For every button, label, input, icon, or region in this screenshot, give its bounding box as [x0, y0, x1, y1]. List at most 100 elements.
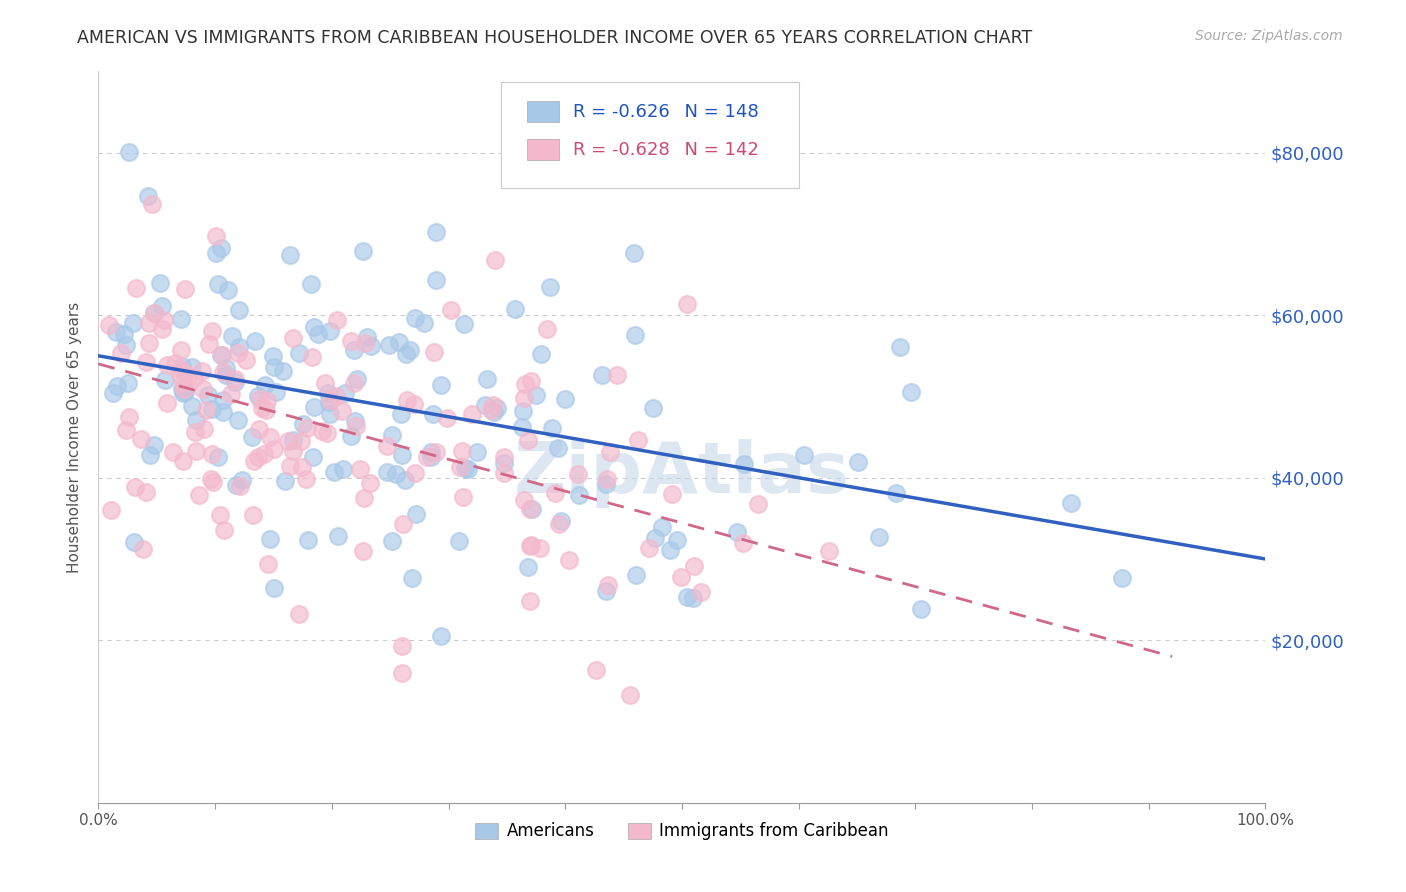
Point — [360, 339, 382, 353]
Point — [183, 371, 205, 385]
Point — [138, 317, 160, 331]
Point — [224, 376, 246, 390]
Point — [202, 475, 225, 489]
Point — [596, 472, 619, 486]
Point — [1060, 496, 1083, 510]
Point — [661, 487, 683, 501]
Point — [683, 558, 706, 573]
Point — [356, 329, 378, 343]
Point — [595, 477, 617, 491]
Point — [793, 448, 815, 462]
Point — [477, 372, 499, 386]
Point — [135, 484, 157, 499]
Point — [281, 331, 304, 345]
Point — [479, 403, 502, 417]
Point — [510, 420, 533, 434]
Point — [330, 404, 353, 418]
Point — [550, 514, 572, 528]
Point — [512, 404, 534, 418]
Point — [519, 375, 541, 389]
Point — [302, 450, 325, 465]
Point — [200, 472, 222, 486]
Point — [198, 337, 221, 351]
Point — [252, 401, 274, 416]
Point — [599, 445, 621, 459]
Point — [484, 253, 506, 268]
Point — [110, 346, 132, 360]
Point — [117, 376, 139, 391]
Point — [436, 410, 458, 425]
Point — [207, 450, 229, 464]
Point — [669, 570, 692, 584]
Point — [143, 306, 166, 320]
Point — [513, 493, 536, 508]
Point — [485, 401, 508, 416]
Point — [343, 376, 366, 390]
Point — [637, 541, 659, 555]
Point — [644, 531, 666, 545]
Point — [184, 425, 207, 439]
Point — [262, 350, 284, 364]
Point — [413, 316, 436, 330]
Point — [449, 533, 471, 548]
Point — [474, 398, 496, 412]
Bar — [527, 102, 560, 122]
Text: N = 142: N = 142 — [672, 141, 758, 159]
Point — [585, 663, 607, 677]
Point — [101, 386, 124, 401]
Point — [278, 247, 301, 261]
Point — [263, 442, 285, 456]
Point — [301, 351, 323, 365]
Point — [141, 196, 163, 211]
Point — [247, 389, 270, 403]
Point — [228, 303, 250, 318]
Point — [591, 368, 613, 383]
Text: AMERICAN VS IMMIGRANTS FROM CARIBBEAN HOUSEHOLDER INCOME OVER 65 YEARS CORRELATI: AMERICAN VS IMMIGRANTS FROM CARIBBEAN HO… — [77, 29, 1032, 46]
Point — [884, 486, 907, 500]
Point — [375, 465, 398, 479]
Point — [112, 326, 135, 341]
Point — [516, 434, 538, 448]
Point — [177, 370, 200, 384]
Point — [212, 523, 235, 537]
Point — [212, 405, 235, 419]
Point — [118, 145, 141, 160]
Point — [290, 460, 312, 475]
Point — [150, 322, 173, 336]
Point — [344, 419, 367, 434]
Point — [449, 459, 471, 474]
Point — [307, 326, 329, 341]
Point — [340, 429, 363, 443]
Point — [169, 362, 191, 376]
Point — [676, 590, 699, 604]
Point — [641, 401, 664, 416]
Point — [163, 356, 186, 370]
Point — [263, 581, 285, 595]
Point — [156, 396, 179, 410]
Point — [391, 448, 413, 462]
Text: ZipAtlas: ZipAtlas — [515, 439, 849, 508]
Point — [326, 313, 349, 327]
Point — [457, 462, 479, 476]
Point — [228, 346, 250, 360]
Point — [211, 348, 233, 362]
Point — [519, 502, 541, 516]
Point — [153, 373, 176, 387]
Point — [326, 529, 349, 543]
Point — [172, 376, 194, 391]
Point — [225, 478, 247, 492]
Point — [287, 346, 309, 360]
Point — [391, 666, 413, 681]
Point — [295, 421, 318, 435]
Point — [273, 364, 295, 378]
Point — [209, 241, 232, 255]
Point — [377, 439, 399, 453]
Point — [152, 312, 174, 326]
Point — [530, 346, 553, 360]
Point — [425, 225, 447, 239]
Point — [295, 472, 318, 486]
Point — [172, 359, 194, 374]
Point — [129, 433, 152, 447]
Point — [889, 340, 911, 354]
Point — [118, 410, 141, 425]
